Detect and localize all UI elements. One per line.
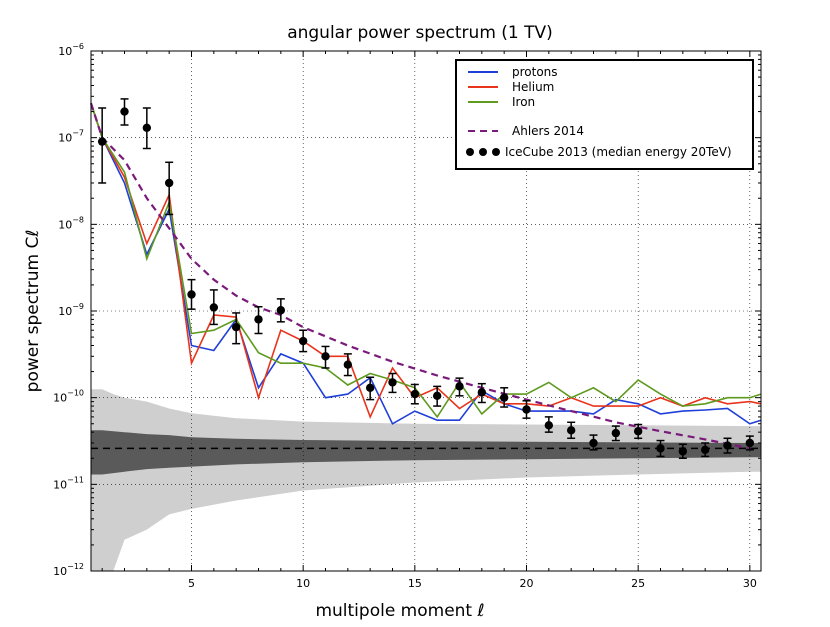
legend-box [455, 59, 754, 170]
data-point [544, 421, 554, 430]
series-line-protons [90, 102, 762, 425]
x-tick-label: 15 [408, 577, 422, 590]
data-point [522, 405, 531, 414]
grid-lines [91, 51, 761, 571]
data-point [321, 352, 330, 361]
data-point [633, 427, 643, 436]
x-tick-label: 5 [188, 577, 195, 590]
data-point [656, 444, 665, 453]
y-tick-label: 10−6 [58, 42, 84, 58]
legend-label-iron: Iron [512, 95, 535, 109]
axis-ticks: 5 10 15 20 25 30 10−12 10−11 10−10 10−9 10−8 10−7 10… [53, 42, 761, 590]
data-point [298, 336, 308, 346]
y-tick-label: 10−11 [53, 475, 84, 491]
data-point [611, 428, 621, 438]
data-point [566, 426, 576, 435]
data-point [589, 438, 598, 448]
y-tick-label: 10−8 [58, 215, 84, 231]
y-tick-label: 10−10 [53, 389, 84, 405]
series-line-iron [90, 102, 762, 419]
y-tick-label: 10−9 [58, 302, 84, 318]
data-point [231, 323, 241, 332]
x-axis-label: multipole moment ℓ [315, 601, 484, 621]
y-axis-label: power spectrum Cℓ [23, 230, 43, 393]
legend-label-helium: Helium [512, 80, 554, 94]
data-point [97, 137, 107, 146]
data-point [365, 383, 375, 392]
data-point [455, 382, 464, 391]
data-point [209, 303, 219, 312]
x-tick-label: 10 [296, 577, 310, 590]
data-point [164, 178, 174, 188]
data-point [142, 123, 152, 132]
data-point [723, 441, 732, 450]
data-point [410, 389, 420, 399]
data-point [276, 306, 286, 315]
legend-label-ahlers-2014: Ahlers 2014 [512, 124, 584, 138]
data-point [120, 107, 129, 116]
legend-marker [492, 148, 500, 156]
y-tick-label: 10−12 [53, 562, 84, 578]
data-point [343, 360, 353, 369]
series-line-ahlers-2014 [89, 102, 751, 450]
data-point [499, 393, 509, 402]
isotropic-band-inner [91, 430, 761, 475]
chart-title: angular power spectrum (1 TV) [287, 23, 553, 43]
series-layer [89, 98, 762, 459]
x-tick-label: 30 [743, 577, 757, 590]
legend-label-protons: protons [512, 65, 558, 79]
legend-marker [479, 148, 487, 156]
series-line-helium [90, 102, 762, 419]
data-point [432, 391, 442, 401]
data-point [187, 290, 196, 299]
x-tick-label: 20 [520, 577, 534, 590]
legend-label-icecube-2013-median-energy-20tev: IceCube 2013 (median energy 20TeV) [505, 145, 732, 159]
y-tick-label: 10−7 [58, 129, 84, 145]
x-tick-label: 25 [631, 577, 645, 590]
data-point [254, 315, 263, 324]
data-point [745, 438, 755, 448]
data-point [700, 445, 710, 455]
data-point [388, 378, 397, 387]
data-point [678, 447, 688, 456]
legend-marker [466, 148, 474, 156]
data-point [477, 388, 487, 397]
